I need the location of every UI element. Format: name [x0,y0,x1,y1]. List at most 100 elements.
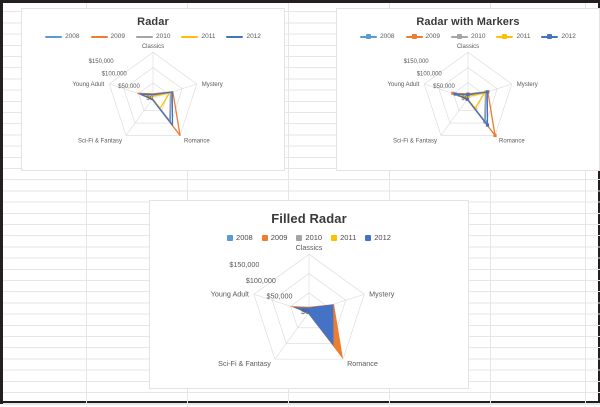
radar-tick-label: $100,000 [102,71,128,77]
legend-item-2008[interactable]: 2008 [360,33,395,40]
legend-item-2009[interactable]: 2009 [261,233,288,242]
radar-marker-2012 [485,123,490,127]
legend-marker-2009 [261,234,268,241]
radar-axis-spoke [467,83,512,99]
legend-item-2012[interactable]: 2012 [226,33,261,40]
legend-marker-2010 [451,33,468,39]
legend-label-2010: 2010 [471,33,486,40]
chart-filled-radar-plot: Classics Mystery Romance Sci-Fi & Fantasy Yo… [150,242,468,377]
legend-item-2008[interactable]: 2008 [227,233,253,242]
radar-gridline-ring [453,82,483,111]
legend-marker-2012 [226,35,244,38]
legend-item-2011[interactable]: 2011 [496,33,530,40]
legend-marker-2011 [331,234,338,241]
radar-series-2012[interactable] [454,91,489,126]
radar-category-label: Mystery [517,82,538,88]
radar-category-label: Young Adult [72,82,104,88]
legend-marker-2008 [45,35,63,38]
radar-tick-label: $150,000 [89,59,115,65]
radar-gridline-ring [123,67,183,124]
radar-gridline-ring [138,82,168,111]
radar-gridline-ring [108,51,198,136]
radar-tick-label: $50,000 [266,292,292,301]
radar-tick-label: $0 [461,96,468,102]
chart-filled-radar-title: Filled Radar [271,211,347,226]
radar-category-label: Romance [184,138,210,144]
legend-marker-2011 [496,33,514,39]
radar-category-label: Sci-Fi & Fantasy [393,138,437,144]
legend-marker-2011 [181,35,199,38]
radar-category-label: Sci-Fi & Fantasy [218,359,271,368]
legend-marker-2009 [405,33,423,39]
legend-marker-2008 [360,33,378,39]
radar-series-2009[interactable] [452,91,496,137]
radar-marker-2009 [451,91,455,95]
legend-label-2012: 2012 [246,33,261,40]
legend-label-2009: 2009 [270,233,288,242]
radar-marker-2011 [473,106,477,110]
legend-label-2010: 2010 [156,33,171,40]
legend-item-2009[interactable]: 2009 [405,33,440,40]
legend-label-2009: 2009 [110,33,125,40]
radar-axis-spoke [440,98,469,136]
worksheet-canvas: Radar 2008 2009 2010 2011 2012 Classics Myste… [3,3,600,407]
radar-category-label: Mystery [202,82,223,88]
chart-radar-with-markers[interactable]: Radar with Markers 2008 2009 2010 2011 2012 … [336,8,600,171]
legend-item-2010[interactable]: 2010 [451,33,485,40]
legend-label-2011: 2011 [201,33,216,40]
radar-series-2009[interactable] [137,91,181,137]
radar-series-2012[interactable] [139,91,174,126]
legend-marker-2009 [90,35,108,38]
legend-item-2008[interactable]: 2008 [45,33,80,40]
legend-label-2011: 2011 [516,33,531,40]
legend-label-2012: 2012 [561,33,576,40]
radar-category-label: Classics [142,44,164,50]
legend-label-2008: 2008 [380,33,395,40]
chart-radar[interactable]: Radar 2008 2009 2010 2011 2012 Classics Myste… [21,8,285,171]
radar-marker-2012 [466,92,470,97]
radar-category-label: Romance [347,359,378,368]
chart-filled-radar-legend[interactable]: 2008 2009 2010 2011 2012 [150,233,468,242]
radar-tick-label: $0 [146,96,153,102]
chart-radar-legend[interactable]: 2008 2009 2010 2011 2012 [22,33,284,40]
radar-tick-label: $150,000 [404,59,430,65]
legend-item-2011[interactable]: 2011 [331,233,356,242]
legend-label-2009: 2009 [425,33,440,40]
radar-category-label: Classics [457,44,479,50]
radar-marker-2012 [485,90,489,94]
radar-gridline-ring [290,292,328,329]
radar-category-label: Sci-Fi & Fantasy [78,138,122,144]
radar-category-label: Mystery [369,289,395,298]
legend-item-2010[interactable]: 2010 [136,33,170,40]
radar-series-2012[interactable] [292,304,334,346]
legend-marker-2010 [296,234,303,241]
radar-axis-spoke [152,83,197,99]
radar-marker-2011 [466,94,470,98]
legend-marker-2008 [227,234,234,241]
chart-radar-plot: Classics Mystery Romance Sci-Fi & Fantasy Yo… [22,40,284,152]
radar-axis-spoke [274,312,310,360]
legend-item-2012[interactable]: 2012 [541,33,576,40]
radar-gridline-ring [253,253,365,360]
legend-item-2010[interactable]: 2010 [296,233,322,242]
chart-filled-radar[interactable]: Filled Radar 2008 2009 2010 2011 2012 Classi… [149,200,469,389]
legend-item-2012[interactable]: 2012 [365,233,391,242]
radar-category-label: Romance [499,138,525,144]
legend-marker-2012 [541,33,559,39]
chart-radar-with-markers-legend[interactable]: 2008 2009 2010 2011 2012 [337,33,599,40]
chart-radar-with-markers-title: Radar with Markers [416,16,520,28]
legend-item-2009[interactable]: 2009 [90,33,125,40]
legend-label-2010: 2010 [305,233,323,242]
radar-tick-label: $0 [301,307,309,316]
chart-radar-with-markers-plot: Classics Mystery Romance Sci-Fi & Fantasy Yo… [337,40,599,152]
legend-label-2012: 2012 [374,233,391,242]
radar-gridline-ring [271,273,347,344]
legend-marker-2010 [136,35,153,38]
legend-item-2011[interactable]: 2011 [181,33,215,40]
legend-label-2008: 2008 [65,33,80,40]
radar-category-label: Classics [296,243,323,252]
radar-category-label: Young Adult [211,289,249,298]
radar-tick-label: $100,000 [246,276,276,285]
legend-marker-2012 [365,234,372,241]
legend-label-2008: 2008 [236,233,253,242]
